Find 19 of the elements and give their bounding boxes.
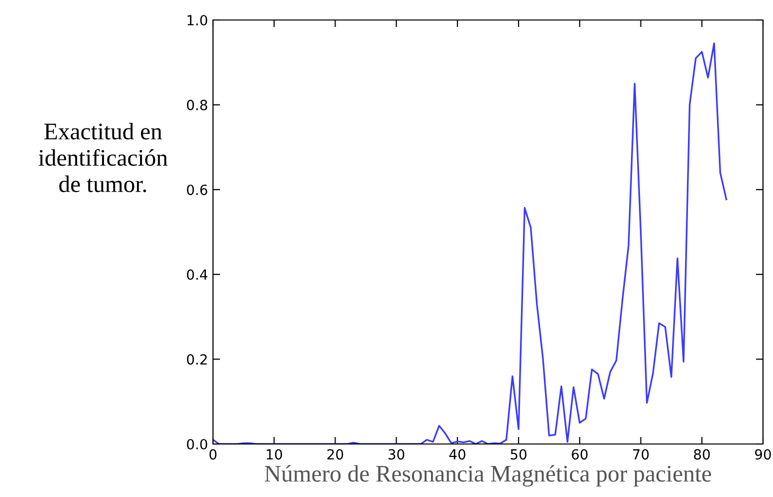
x-tick-label: 70 <box>633 449 649 460</box>
x-tick-label: 0 <box>209 449 216 460</box>
x-tick-label: 50 <box>510 449 526 460</box>
y-tick-label: 0.6 <box>186 184 208 196</box>
x-tick-label: 20 <box>327 449 344 460</box>
y-tick-label: 0.4 <box>186 269 208 280</box>
x-tick-label: 10 <box>266 449 282 460</box>
y-tick-label: 0.0 <box>186 438 208 450</box>
y-tick-label: 1.0 <box>188 14 208 26</box>
x-tick-label: 30 <box>388 449 404 460</box>
y-tick-label: 0.2 <box>186 354 207 365</box>
x-tick-label: 90 <box>755 449 771 460</box>
x-tick-label: 40 <box>449 449 466 460</box>
line-series <box>213 42 728 444</box>
y-tick-label: 0.8 <box>186 100 208 110</box>
x-axis-title: Número de Resonancia Magnética por paciente <box>264 465 712 487</box>
y-axis-title: Exactitud en identificación de tumor. <box>38 122 168 192</box>
x-tick-label: 80 <box>694 449 710 460</box>
x-tick-label: 60 <box>572 449 588 460</box>
